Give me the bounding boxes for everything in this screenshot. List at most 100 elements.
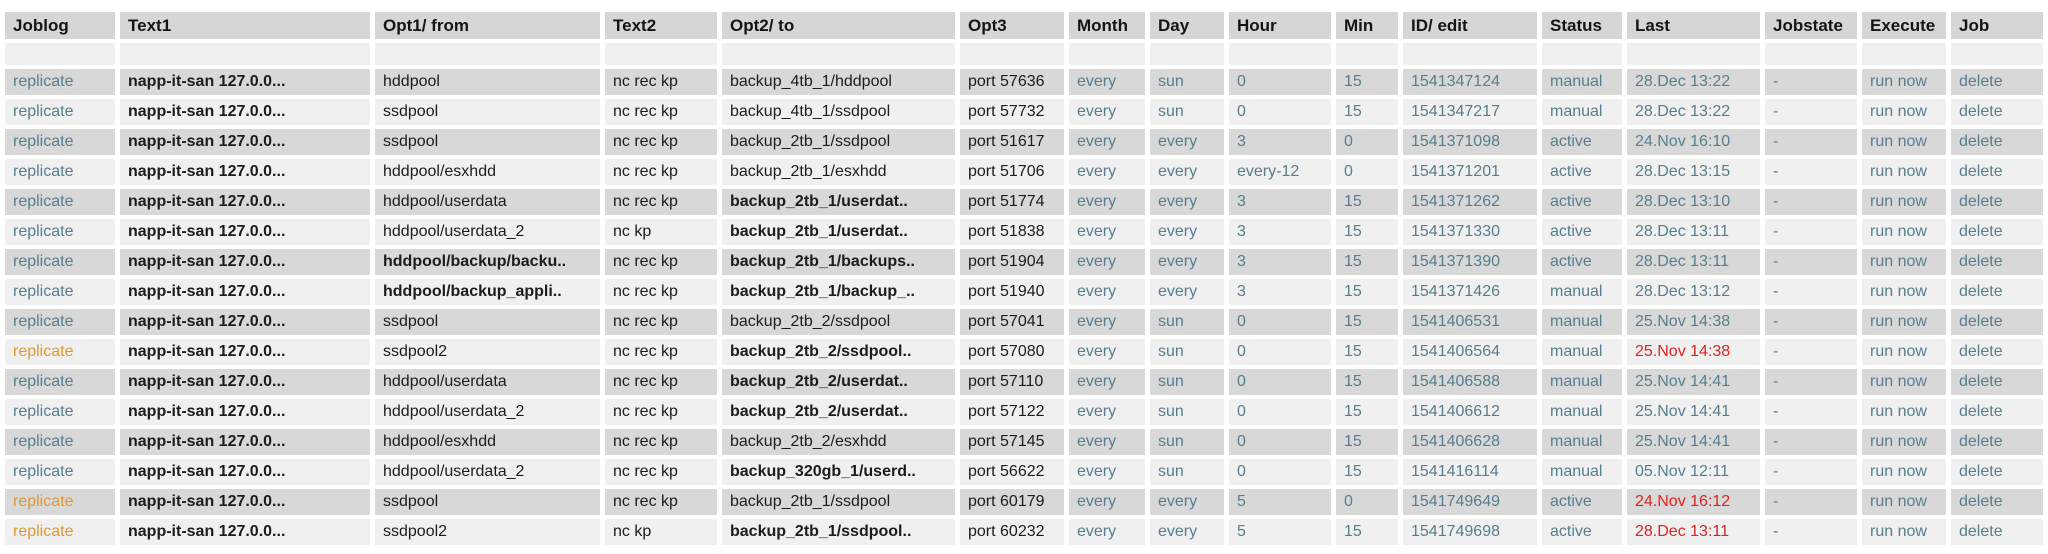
cell-hour[interactable]: 3 [1229,279,1331,305]
cell-last[interactable]: 25.Nov 14:41 [1627,399,1760,425]
cell-min[interactable]: 15 [1336,519,1398,545]
cell-job[interactable]: delete [1951,399,2043,425]
cell-joblog[interactable]: replicate [5,369,115,395]
cell-joblog[interactable]: replicate [5,399,115,425]
cell-execute[interactable]: run now [1862,339,1946,365]
cell-min[interactable]: 15 [1336,249,1398,275]
cell-status[interactable]: manual [1542,459,1622,485]
cell-job[interactable]: delete [1951,219,2043,245]
cell-job[interactable]: delete [1951,189,2043,215]
cell-job[interactable]: delete [1951,519,2043,545]
cell-hour[interactable]: 0 [1229,309,1331,335]
cell-hour[interactable]: 0 [1229,429,1331,455]
cell-day[interactable]: sun [1150,399,1224,425]
cell-month[interactable]: every [1069,129,1145,155]
cell-hour[interactable]: 3 [1229,129,1331,155]
cell-min[interactable]: 15 [1336,399,1398,425]
cell-status[interactable]: manual [1542,339,1622,365]
cell-status[interactable]: manual [1542,279,1622,305]
cell-execute[interactable]: run now [1862,219,1946,245]
cell-job[interactable]: delete [1951,69,2043,95]
cell-day[interactable]: sun [1150,369,1224,395]
cell-joblog[interactable]: replicate [5,459,115,485]
cell-hour[interactable]: 3 [1229,189,1331,215]
cell-day[interactable]: every [1150,279,1224,305]
cell-day[interactable]: every [1150,519,1224,545]
cell-status[interactable]: active [1542,519,1622,545]
cell-joblog[interactable]: replicate [5,189,115,215]
cell-last[interactable]: 24.Nov 16:10 [1627,129,1760,155]
cell-day[interactable]: sun [1150,99,1224,125]
cell-hour[interactable]: 5 [1229,489,1331,515]
cell-day[interactable]: every [1150,249,1224,275]
cell-id[interactable]: 1541371201 [1403,159,1537,185]
cell-job[interactable]: delete [1951,99,2043,125]
cell-execute[interactable]: run now [1862,159,1946,185]
cell-id[interactable]: 1541371098 [1403,129,1537,155]
cell-last[interactable]: 25.Nov 14:38 [1627,339,1760,365]
cell-month[interactable]: every [1069,309,1145,335]
cell-joblog[interactable]: replicate [5,159,115,185]
cell-status[interactable]: active [1542,249,1622,275]
cell-status[interactable]: active [1542,129,1622,155]
cell-hour[interactable]: 3 [1229,249,1331,275]
cell-day[interactable]: every [1150,129,1224,155]
cell-status[interactable]: active [1542,489,1622,515]
cell-last[interactable]: 28.Dec 13:22 [1627,69,1760,95]
cell-execute[interactable]: run now [1862,309,1946,335]
cell-joblog[interactable]: replicate [5,129,115,155]
cell-status[interactable]: manual [1542,369,1622,395]
cell-execute[interactable]: run now [1862,249,1946,275]
cell-day[interactable]: every [1150,159,1224,185]
cell-min[interactable]: 15 [1336,429,1398,455]
cell-hour[interactable]: 5 [1229,519,1331,545]
cell-month[interactable]: every [1069,429,1145,455]
cell-min[interactable]: 15 [1336,189,1398,215]
cell-id[interactable]: 1541406628 [1403,429,1537,455]
cell-min[interactable]: 0 [1336,489,1398,515]
cell-last[interactable]: 24.Nov 16:12 [1627,489,1760,515]
cell-status[interactable]: manual [1542,429,1622,455]
cell-execute[interactable]: run now [1862,369,1946,395]
cell-execute[interactable]: run now [1862,129,1946,155]
cell-id[interactable]: 1541416114 [1403,459,1537,485]
cell-day[interactable]: every [1150,489,1224,515]
cell-id[interactable]: 1541371262 [1403,189,1537,215]
cell-joblog[interactable]: replicate [5,429,115,455]
cell-id[interactable]: 1541406564 [1403,339,1537,365]
cell-min[interactable]: 15 [1336,99,1398,125]
cell-min[interactable]: 0 [1336,129,1398,155]
cell-last[interactable]: 28.Dec 13:11 [1627,219,1760,245]
cell-id[interactable]: 1541371390 [1403,249,1537,275]
cell-joblog[interactable]: replicate [5,489,115,515]
cell-last[interactable]: 25.Nov 14:41 [1627,429,1760,455]
cell-last[interactable]: 28.Dec 13:11 [1627,519,1760,545]
cell-day[interactable]: sun [1150,429,1224,455]
cell-month[interactable]: every [1069,99,1145,125]
cell-hour[interactable]: 3 [1229,219,1331,245]
cell-joblog[interactable]: replicate [5,339,115,365]
cell-last[interactable]: 25.Nov 14:41 [1627,369,1760,395]
cell-hour[interactable]: every-12 [1229,159,1331,185]
cell-hour[interactable]: 0 [1229,369,1331,395]
cell-min[interactable]: 15 [1336,309,1398,335]
cell-id[interactable]: 1541406588 [1403,369,1537,395]
cell-status[interactable]: manual [1542,399,1622,425]
cell-month[interactable]: every [1069,459,1145,485]
cell-hour[interactable]: 0 [1229,339,1331,365]
cell-execute[interactable]: run now [1862,99,1946,125]
cell-last[interactable]: 05.Nov 12:11 [1627,459,1760,485]
cell-id[interactable]: 1541406612 [1403,399,1537,425]
cell-min[interactable]: 15 [1336,279,1398,305]
cell-id[interactable]: 1541749649 [1403,489,1537,515]
cell-job[interactable]: delete [1951,249,2043,275]
cell-status[interactable]: manual [1542,309,1622,335]
cell-min[interactable]: 15 [1336,69,1398,95]
cell-month[interactable]: every [1069,159,1145,185]
cell-status[interactable]: active [1542,189,1622,215]
cell-month[interactable]: every [1069,249,1145,275]
cell-joblog[interactable]: replicate [5,249,115,275]
cell-execute[interactable]: run now [1862,459,1946,485]
cell-execute[interactable]: run now [1862,69,1946,95]
cell-execute[interactable]: run now [1862,489,1946,515]
